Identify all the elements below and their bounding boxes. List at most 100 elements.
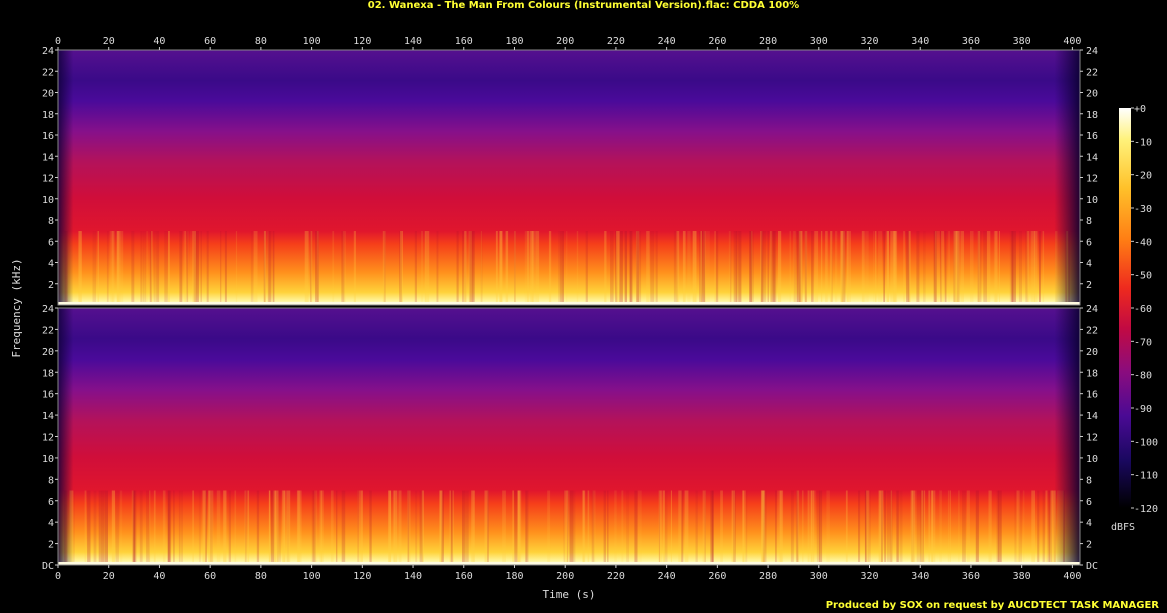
x-tick-label-top: 260 [708, 36, 726, 47]
x-tick-label-bottom: 400 [1063, 571, 1081, 582]
y-tick-label-left: 24 [42, 304, 54, 315]
x-tick-label-bottom: 200 [556, 571, 574, 582]
y-tick-label-left: 8 [48, 216, 54, 227]
x-tick-label-top: 400 [1063, 36, 1081, 47]
dc-band [58, 302, 1080, 305]
y-tick-label-right: 8 [1086, 216, 1092, 227]
y-tick-label-right: 10 [1086, 454, 1098, 465]
y-tick-label-right: 4 [1086, 259, 1092, 270]
y-tick-label-left: 22 [42, 67, 54, 78]
x-tick-label-bottom: 160 [455, 571, 473, 582]
x-tick-label-bottom: 280 [759, 571, 777, 582]
x-tick-label-top: 20 [103, 36, 115, 47]
x-tick-label-bottom: 120 [353, 571, 371, 582]
x-tick-label-top: 240 [658, 36, 676, 47]
y-tick-label-right: 22 [1086, 325, 1098, 336]
x-tick-label-bottom: 40 [153, 571, 165, 582]
edge-fade [58, 308, 1080, 565]
x-tick-label-bottom: 60 [204, 571, 216, 582]
y-tick-label-left: 18 [42, 110, 54, 121]
x-tick-label-bottom: 0 [55, 571, 61, 582]
colorbar-tick-label: -10 [1134, 137, 1152, 148]
x-tick-label-top: 340 [911, 36, 929, 47]
edge-fade [58, 50, 1080, 305]
y-tick-label-left: 24 [42, 46, 54, 57]
colorbar-label: dBFS [1111, 522, 1135, 533]
y-axis-label: Frequency (kHz) [10, 258, 23, 357]
footer-credit: Produced by SOX on request by AUCDTECT T… [825, 600, 1159, 611]
y-tick-label-left: 14 [42, 411, 54, 422]
y-tick-label-left: 6 [48, 497, 54, 508]
colorbar-tick-label: -110 [1134, 471, 1158, 482]
x-tick-label-top: 300 [810, 36, 828, 47]
y-tick-label-right: 12 [1086, 174, 1098, 185]
y-tick-label-right: 20 [1086, 347, 1098, 358]
x-tick-label-bottom: 80 [255, 571, 267, 582]
y-tick-label-right: 6 [1086, 497, 1092, 508]
colorbar-tick-label: -50 [1134, 271, 1152, 282]
y-tick-label-left: 4 [48, 259, 54, 270]
colorbar-tick-label: -40 [1134, 237, 1152, 248]
y-tick-label-right: 20 [1086, 89, 1098, 100]
y-tick-label-left: 16 [42, 390, 54, 401]
y-tick-label-right: 10 [1086, 195, 1098, 206]
x-tick-label-bottom: 260 [708, 571, 726, 582]
y-tick-label-left: 10 [42, 454, 54, 465]
x-tick-label-bottom: 240 [658, 571, 676, 582]
y-tick-label-left: 4 [48, 518, 54, 529]
y-tick-label-left: 2 [48, 540, 54, 551]
colorbar-tick-label: -20 [1134, 171, 1152, 182]
y-tick-label-left: 12 [42, 433, 54, 444]
y-tick-label-left: 10 [42, 195, 54, 206]
y-tick-label-right: 16 [1086, 390, 1098, 401]
y-tick-label-right: 6 [1086, 237, 1092, 248]
colorbar-tick-label: -70 [1134, 337, 1152, 348]
y-tick-label-left: 16 [42, 131, 54, 142]
x-tick-label-top: 180 [505, 36, 523, 47]
x-tick-label-top: 0 [55, 36, 61, 47]
y-tick-label-left: 8 [48, 475, 54, 486]
x-tick-label-bottom: 100 [303, 571, 321, 582]
x-tick-label-top: 120 [353, 36, 371, 47]
x-axis-label: Time (s) [543, 588, 596, 601]
x-tick-label-bottom: 140 [404, 571, 422, 582]
y-tick-label-left: 14 [42, 152, 54, 163]
y-tick-label-left: 20 [42, 89, 54, 100]
colorbar-tick-label: -30 [1134, 204, 1152, 215]
x-tick-label-bottom: 320 [860, 571, 878, 582]
colorbar-tick-label: +0 [1134, 104, 1146, 115]
x-tick-label-top: 140 [404, 36, 422, 47]
y-tick-label-right: 22 [1086, 67, 1098, 78]
x-tick-label-top: 320 [860, 36, 878, 47]
x-tick-label-top: 40 [153, 36, 165, 47]
dc-band [58, 562, 1080, 565]
x-tick-label-top: 380 [1013, 36, 1031, 47]
colorbar-tick-label: -90 [1134, 404, 1152, 415]
x-tick-label-top: 100 [303, 36, 321, 47]
x-tick-label-top: 220 [607, 36, 625, 47]
y-tick-label-right: 4 [1086, 518, 1092, 529]
y-tick-label-right: 2 [1086, 540, 1092, 551]
x-tick-label-bottom: 360 [962, 571, 980, 582]
x-tick-label-bottom: 220 [607, 571, 625, 582]
x-tick-label-bottom: 340 [911, 571, 929, 582]
y-tick-label-right: DC [1086, 561, 1098, 572]
y-tick-label-right: 16 [1086, 131, 1098, 142]
colorbar-tick-label: -100 [1134, 437, 1158, 448]
chart-title: 02. Wanexa - The Man From Colours (Instr… [367, 0, 800, 11]
colorbar [1119, 108, 1131, 508]
colorbar-tick-label: -60 [1134, 304, 1152, 315]
y-tick-label-right: 2 [1086, 280, 1092, 291]
y-tick-label-left: 12 [42, 174, 54, 185]
x-tick-label-top: 360 [962, 36, 980, 47]
x-tick-label-bottom: 380 [1013, 571, 1031, 582]
y-tick-label-right: 14 [1086, 152, 1098, 163]
y-tick-label-right: 18 [1086, 368, 1098, 379]
colorbar-tick-label: -80 [1134, 371, 1152, 382]
x-tick-label-top: 160 [455, 36, 473, 47]
y-tick-label-right: 18 [1086, 110, 1098, 121]
y-tick-label-left: 6 [48, 237, 54, 248]
y-tick-label-right: 24 [1086, 46, 1098, 57]
y-tick-label-right: 14 [1086, 411, 1098, 422]
